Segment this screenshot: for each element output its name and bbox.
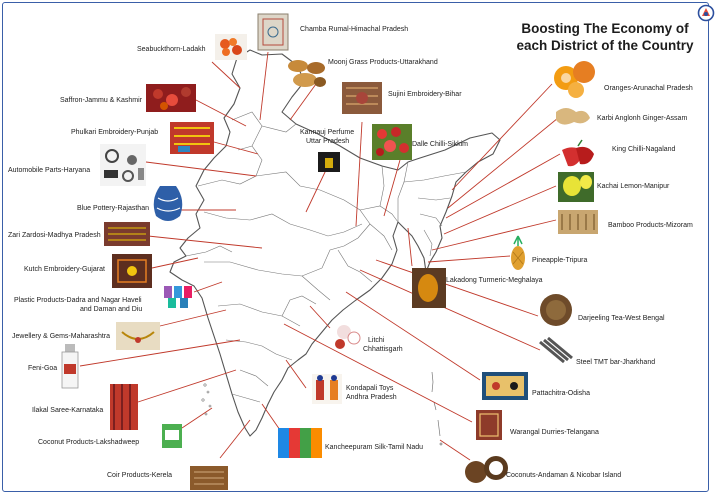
label-kachai: Kachai Lemon-Manipur	[597, 183, 670, 190]
title-line-1: Boosting The Economy of	[521, 21, 689, 36]
label-zari: Zari Zardosi-Madhya Pradesh	[8, 232, 101, 239]
moonj-grass-image	[288, 60, 326, 87]
label-coir: Coir Products-Kerela	[107, 472, 172, 479]
label-phulkari: Phulkari Embroidery-Punjab	[71, 129, 159, 136]
pineapple-image	[511, 235, 525, 270]
blue-pottery-image	[153, 186, 183, 221]
andaman-islands	[431, 371, 443, 446]
jewellery-image	[116, 322, 160, 350]
label-automobile: Automobile Parts-Haryana	[8, 167, 91, 174]
saffron-image	[146, 84, 196, 112]
label-jewellery: Jewellery & Gems-Maharashtra	[12, 333, 111, 340]
label-turmeric: Lakadong Turmeric-Meghalaya	[446, 277, 543, 284]
zari-zardosi-image	[104, 222, 150, 246]
label-coconut-products: Coconut Products-Lakshadweep	[38, 439, 140, 446]
kondapali-toys-image	[312, 374, 342, 404]
ginger-image	[556, 108, 590, 125]
label-pineapple: Pineapple-Tripura	[532, 257, 588, 264]
dalle-chilli-image	[372, 124, 412, 160]
label-king-chilli: King Chilli-Nagaland	[612, 146, 676, 153]
label-oranges: Oranges-Arunachal Pradesh	[604, 85, 693, 92]
kutch-embroidery-image	[112, 254, 152, 288]
logo-icon	[697, 4, 715, 22]
ilkal-saree-image	[110, 384, 138, 430]
label-plastic-1: Plastic Products-Dadra and Nagar Haveli	[14, 297, 142, 304]
coconut-products-image	[162, 424, 182, 448]
sujini-embroidery-image	[342, 82, 382, 114]
label-litchi-2: Chhattisgarh	[363, 346, 403, 353]
label-seabuckthorn: Seabuckthorn-Ladakh	[137, 46, 206, 53]
kannauj-perfume-image	[318, 152, 340, 172]
oranges-image	[554, 61, 595, 98]
label-sujini: Sujini Embroidery-Bihar	[388, 91, 462, 98]
label-dalle: Dalle Chilli-Sikkim	[412, 141, 469, 148]
label-ginger: Karbi Anglonh Ginger-Assam	[597, 115, 688, 122]
leader-lines	[79, 51, 561, 461]
label-kondapali-1: Kondapali Toys	[346, 385, 394, 392]
label-kondapali-2: Andhra Pradesh	[346, 394, 397, 401]
coir-products-image	[190, 466, 228, 490]
turmeric-image	[412, 268, 446, 308]
label-feni: Feni-Goa	[28, 365, 58, 372]
kachai-lemon-image	[558, 172, 594, 202]
label-kancheepuram: Kancheepuram Silk-Tamil Nadu	[325, 444, 424, 451]
label-kannauj-2: Uttar Pradesh	[306, 138, 350, 145]
feni-bottle-image	[61, 344, 79, 389]
label-warangal: Warangal Durries-Telangana	[510, 429, 599, 436]
coconuts-image	[465, 456, 508, 483]
title-line-2: each District of the Country	[516, 38, 694, 53]
king-chilli-image	[562, 139, 594, 167]
automobile-parts-image	[100, 144, 146, 186]
label-coconuts: Coconuts-Andaman & Nicobar Island	[506, 472, 622, 479]
label-kannauj-1: Kannauj Perfume	[300, 129, 355, 136]
bamboo-products-image	[558, 210, 598, 234]
label-plastic-2: and Daman and Diu	[80, 306, 143, 313]
seabuckthorn-image	[215, 34, 247, 60]
label-litchi-1: Litchi	[368, 337, 385, 344]
label-steel: Steel TMT bar-Jharkhand	[576, 359, 656, 366]
label-kutch: Kutch Embroidery-Gujarat	[24, 266, 105, 273]
label-pattachitra: Pattachitra-Odisha	[532, 390, 590, 397]
label-chamba: Chamba Rumal-Himachal Pradesh	[300, 26, 409, 33]
kancheepuram-silk-image	[278, 428, 322, 458]
label-tea: Darjeeling Tea-West Bengal	[578, 315, 665, 322]
plastic-products-image	[164, 286, 192, 308]
lakshadweep-islands	[201, 383, 212, 416]
label-moonj: Moonj Grass Products-Uttarakhand	[328, 59, 438, 66]
page-title: Boosting The Economy of each District of…	[505, 20, 705, 54]
border-frame	[2, 2, 709, 492]
darjeeling-tea-image	[540, 294, 572, 326]
litchi-image	[335, 325, 361, 349]
label-pottery: Blue Pottery-Rajasthan	[77, 205, 149, 212]
chamba-rumal-image	[257, 13, 289, 51]
phulkari-image	[170, 122, 214, 154]
steel-tmt-image	[539, 336, 573, 364]
pattachitra-image	[482, 372, 528, 400]
warangal-durries-image	[476, 410, 502, 440]
label-saffron: Saffron-Jammu & Kashmir	[60, 97, 142, 104]
label-bamboo: Bamboo Products-Mizoram	[608, 222, 693, 229]
label-ilkal: Ilakal Saree-Karnataka	[32, 407, 104, 414]
